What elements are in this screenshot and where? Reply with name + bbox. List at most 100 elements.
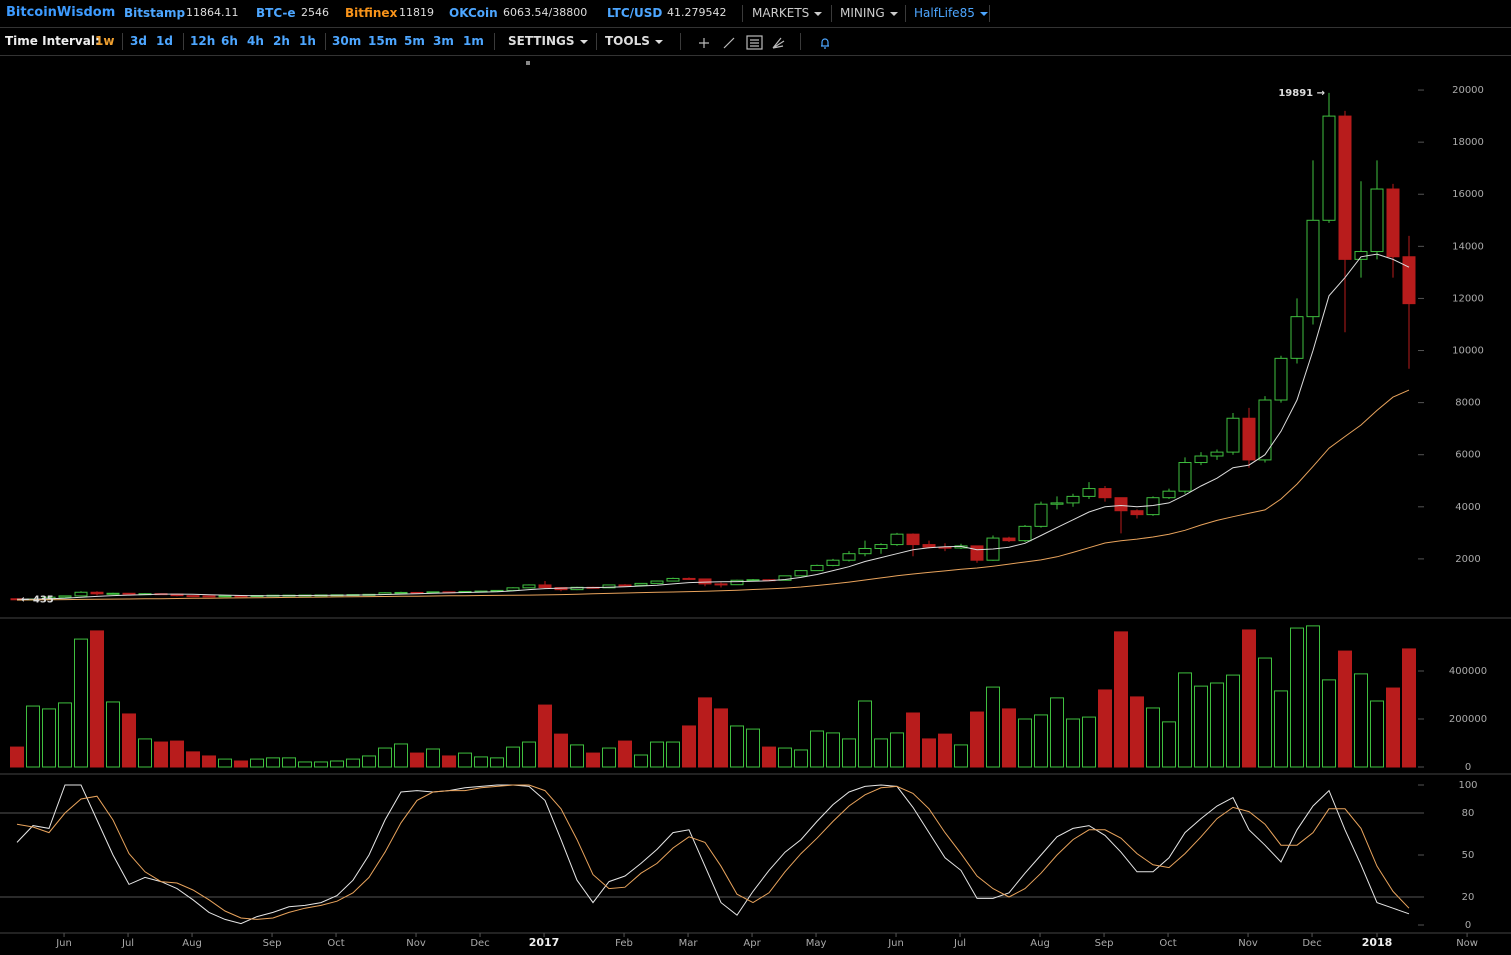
volume-bar xyxy=(138,738,152,768)
x-tick-label: Apr xyxy=(743,938,761,949)
y-tick-label: 200000 xyxy=(1449,714,1487,725)
separator xyxy=(325,33,326,50)
volume-bar xyxy=(1322,679,1336,768)
volume-bar xyxy=(122,713,136,768)
interval-button[interactable]: 3m xyxy=(433,34,454,48)
volume-bar xyxy=(202,755,216,768)
x-tick-label: Nov xyxy=(406,938,426,949)
interval-button[interactable]: 6h xyxy=(221,34,238,48)
toolbar-menu[interactable]: TOOLS xyxy=(605,28,663,54)
candle-body xyxy=(842,553,856,561)
ticker-name[interactable]: Bitstamp xyxy=(124,6,186,20)
ticker-name[interactable]: LTC/USD xyxy=(607,6,663,20)
interval-button[interactable]: 1w xyxy=(95,34,115,48)
volume-bar xyxy=(1034,714,1048,768)
separator xyxy=(680,33,681,50)
volume-bar xyxy=(266,757,280,768)
volume-bar xyxy=(650,741,664,768)
separator xyxy=(831,5,832,22)
volume-bar xyxy=(1162,721,1176,768)
y-tick-label: 16000 xyxy=(1452,189,1484,200)
high-annotation: 19891 → xyxy=(1278,88,1325,99)
oscillator-line xyxy=(16,784,1410,920)
fan-icon[interactable] xyxy=(772,37,785,49)
interval-button[interactable]: 1m xyxy=(463,34,484,48)
ticker-name[interactable]: Bitfinex xyxy=(345,6,398,20)
tool-icons[interactable] xyxy=(699,35,829,50)
candle-body xyxy=(522,584,536,589)
crosshair-icon[interactable] xyxy=(699,38,709,48)
volume-bar xyxy=(666,741,680,768)
channel-icon[interactable] xyxy=(746,35,763,50)
volume-bar xyxy=(234,760,248,768)
ticker-price: 2546 xyxy=(301,6,329,19)
x-tick-label: May xyxy=(806,938,827,949)
candle-body xyxy=(1274,357,1288,401)
y-tick-label: 80 xyxy=(1462,808,1475,819)
candle-body xyxy=(74,591,88,597)
candle-body xyxy=(730,579,744,586)
volume-bar xyxy=(1274,690,1288,768)
candle-body xyxy=(1130,510,1144,516)
x-tick-label: Jun xyxy=(887,938,904,949)
separator xyxy=(494,33,495,50)
channel-lines xyxy=(750,39,759,47)
alert-icon[interactable] xyxy=(821,38,829,49)
volume-bar xyxy=(362,755,376,768)
candle-body xyxy=(1338,115,1352,260)
volume-bar xyxy=(922,738,936,768)
volume-bar xyxy=(1258,657,1272,768)
y-tick-label: 4000 xyxy=(1455,502,1480,513)
interval-button[interactable]: 15m xyxy=(368,34,398,48)
candle-body xyxy=(650,580,664,584)
candle-body xyxy=(538,584,552,589)
candle-body xyxy=(1018,525,1032,542)
volume-bar xyxy=(282,757,296,768)
volume-bar xyxy=(714,708,728,768)
x-tick-label: 2018 xyxy=(1362,936,1393,949)
x-tick-label: Sep xyxy=(1095,938,1114,949)
menu[interactable]: MARKETS xyxy=(752,0,822,26)
brand[interactable]: BitcoinWisdom xyxy=(6,5,116,20)
volume-bar xyxy=(170,740,184,768)
volume-bar xyxy=(906,712,920,768)
interval-button[interactable]: 3d xyxy=(130,34,147,48)
y-tick-label: 50 xyxy=(1462,850,1475,861)
volume-bar xyxy=(1210,682,1224,768)
ticker-name[interactable]: OKCoin xyxy=(449,6,498,20)
candle-body xyxy=(1114,497,1128,512)
y-tick-label: 100 xyxy=(1458,780,1477,791)
volume-bar xyxy=(1370,700,1384,768)
interval-button[interactable]: 5m xyxy=(404,34,425,48)
candle-body xyxy=(778,575,792,581)
line-icon[interactable] xyxy=(723,37,735,49)
volume-bar xyxy=(858,700,872,768)
candle-body xyxy=(122,592,136,595)
y-tick-label: 8000 xyxy=(1455,398,1480,409)
menu[interactable]: MINING xyxy=(840,0,898,26)
interval-button[interactable]: 30m xyxy=(332,34,362,48)
menu[interactable]: HalfLife85 xyxy=(914,0,988,26)
volume-bar xyxy=(330,760,344,768)
interval-button[interactable]: 1d xyxy=(156,34,173,48)
y-tick-label: 6000 xyxy=(1455,450,1480,461)
y-tick-label: 400000 xyxy=(1449,666,1487,677)
x-tick-label: Jun xyxy=(55,938,72,949)
volume-bar xyxy=(746,728,760,768)
candle-body xyxy=(1098,488,1112,499)
ticker-name[interactable]: BTC-e xyxy=(256,6,296,20)
interval-button[interactable]: 1h xyxy=(299,34,316,48)
volume-bar xyxy=(986,686,1000,768)
x-tick-label: Dec xyxy=(470,938,489,949)
interval-button[interactable]: 2h xyxy=(273,34,290,48)
volume-bar xyxy=(762,746,776,768)
y-tick-label: 12000 xyxy=(1452,293,1484,304)
candle-body xyxy=(618,584,632,587)
volume-bar xyxy=(74,638,88,768)
candle-body xyxy=(698,578,712,585)
toolbar-menu[interactable]: SETTINGS xyxy=(508,28,588,54)
interval-button[interactable]: 12h xyxy=(190,34,216,48)
interval-button[interactable]: 4h xyxy=(247,34,264,48)
